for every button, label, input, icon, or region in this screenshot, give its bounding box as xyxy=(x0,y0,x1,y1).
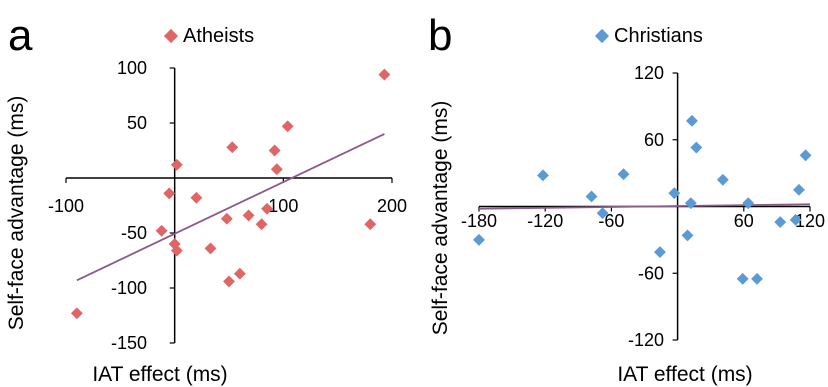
legend-label-atheists: Atheists xyxy=(183,25,254,47)
panel-a-y-tick-label: 50 xyxy=(127,113,147,133)
panel-a-data-point xyxy=(268,144,281,157)
panel-b-data-point xyxy=(751,272,763,285)
panel-b-x-tick-label: -120 xyxy=(527,211,563,231)
panel-a-data-point xyxy=(190,191,203,204)
panel-b-x-tick-label: 60 xyxy=(734,211,754,231)
panel-b-trendline xyxy=(478,203,811,210)
panel-b-data-points xyxy=(473,114,812,285)
panel-a-x-tick-label: 200 xyxy=(377,196,407,216)
panel-b-data-point xyxy=(617,168,630,181)
panel-b-legend: Christians xyxy=(594,25,703,47)
panel-b-data-point xyxy=(793,183,805,196)
legend-marker-atheists xyxy=(163,28,179,44)
panel-a-data-point xyxy=(281,120,294,133)
panel-b-data-point xyxy=(585,190,598,203)
panel-a-trendline xyxy=(76,133,385,282)
panel-b-letter: b xyxy=(428,11,452,60)
panel-b-y-tick-label: 60 xyxy=(644,130,664,150)
panel-b-christians: b Christians Self-face advantage (ms) IA… xyxy=(428,11,825,386)
panel-b-y-tick-label: 120 xyxy=(634,63,664,83)
panel-a-data-point xyxy=(242,209,255,222)
panel-a-y-tick-label: -100 xyxy=(111,278,147,298)
panel-a-x-tick-label: 100 xyxy=(268,196,298,216)
panel-a-data-point xyxy=(378,68,391,81)
panel-b-data-point xyxy=(681,229,694,242)
legend-label-christians: Christians xyxy=(614,25,703,47)
panel-a-y-axis-title: Self-face advantage (ms) xyxy=(5,96,28,331)
panel-a-data-point xyxy=(270,163,283,176)
panel-a-legend: Atheists xyxy=(163,25,254,47)
panel-a-y-tick-label: -150 xyxy=(111,333,147,353)
panel-a-y-tick-label: -50 xyxy=(121,223,147,243)
panel-a-data-point xyxy=(155,224,168,237)
panel-a-x-tick-label: -100 xyxy=(48,196,84,216)
panel-b-x-axis-title: IAT effect (ms) xyxy=(617,363,752,386)
panel-b-trendline-group xyxy=(478,203,811,210)
panel-a-data-point xyxy=(70,307,83,320)
panel-b-y-axis-title: Self-face advantage (ms) xyxy=(429,101,452,336)
panel-a-trendline-group xyxy=(76,133,385,282)
panel-a-data-point xyxy=(204,242,217,255)
legend-marker-christians xyxy=(594,28,610,44)
panel-a-x-axis-title: IAT effect (ms) xyxy=(92,363,227,386)
panel-a-data-point xyxy=(255,218,268,231)
panel-a-axes xyxy=(65,67,393,344)
panel-a-letter: a xyxy=(8,11,33,60)
panel-b-data-point xyxy=(686,114,698,127)
panel-b-x-tick-label: 120 xyxy=(795,211,825,231)
panel-b-y-tick-label: -60 xyxy=(638,263,664,283)
panel-b-data-point xyxy=(690,141,703,154)
panel-b-data-point xyxy=(716,173,729,186)
panel-a-data-point xyxy=(163,187,176,200)
panel-b-data-point xyxy=(473,233,485,246)
panel-a-atheists: a Atheists Self-face advantage (ms) IAT … xyxy=(5,11,407,386)
panel-b-data-point xyxy=(684,197,697,210)
panel-a-data-point xyxy=(170,158,183,171)
panel-b-data-point xyxy=(736,272,749,285)
panel-b-data-point xyxy=(799,149,812,162)
panel-a-tick-labels: -100 100 200 -150 -100 -50 50 100 xyxy=(48,58,407,353)
panel-b-data-point xyxy=(537,169,549,182)
panel-a-data-point xyxy=(223,275,235,288)
panel-a-data-point xyxy=(364,218,377,231)
panel-b-data-point xyxy=(654,246,666,259)
panel-a-data-point xyxy=(220,212,233,225)
panel-b-x-tick-label: -180 xyxy=(461,211,497,231)
panel-b-y-tick-label: -120 xyxy=(628,330,664,350)
panel-a-data-point xyxy=(226,141,239,154)
panel-b-data-point xyxy=(668,187,681,200)
panel-a-data-point xyxy=(233,267,246,280)
panel-b-data-point xyxy=(774,216,787,229)
panel-a-y-tick-label: 100 xyxy=(117,58,147,78)
